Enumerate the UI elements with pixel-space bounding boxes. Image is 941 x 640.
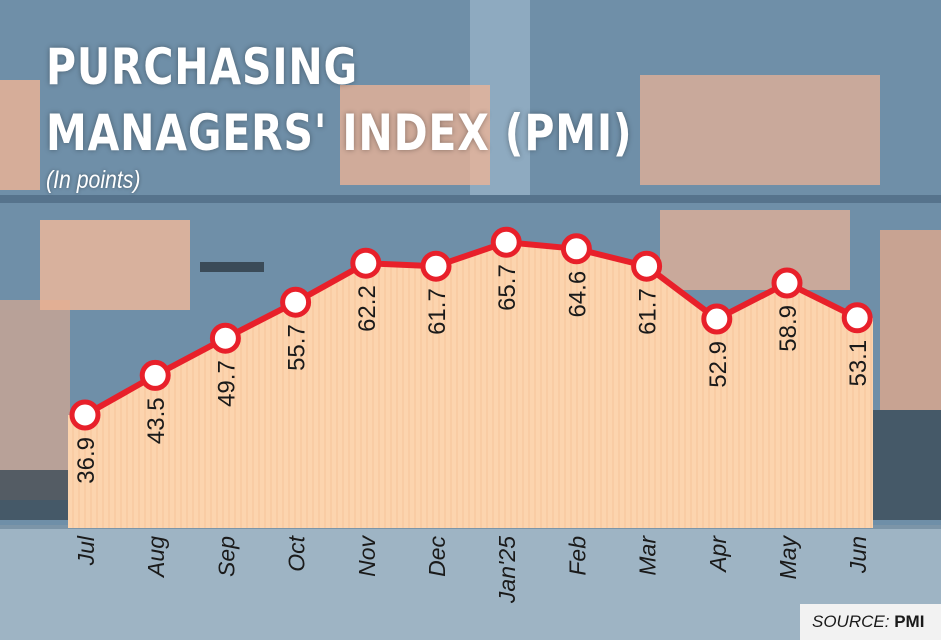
x-tick-label: Mar <box>635 535 661 576</box>
data-point-aug <box>139 359 171 391</box>
x-tick-label: Jun <box>845 536 871 574</box>
value-label: 61.7 <box>424 288 451 335</box>
x-tick-label: May <box>775 535 801 580</box>
data-point-markers <box>69 226 873 431</box>
value-label: 62.2 <box>354 285 381 332</box>
value-label: 36.9 <box>73 437 100 484</box>
data-point-dec <box>420 250 452 282</box>
data-point-jun <box>841 302 873 334</box>
x-tick-label: Feb <box>564 536 590 576</box>
source-prefix: SOURCE: <box>812 612 895 631</box>
x-tick-label: Jul <box>73 535 99 566</box>
x-axis-tick-labels: Jul Aug Sep Oct Nov Dec Jan'25 Feb Mar Apr May Jun <box>73 534 871 604</box>
value-label: 58.9 <box>775 305 802 352</box>
data-point-feb <box>560 233 592 265</box>
value-label: 49.7 <box>213 360 240 407</box>
data-point-oct <box>280 286 312 318</box>
value-label: 53.1 <box>845 340 872 387</box>
value-labels: 36.9 43.5 49.7 55.7 62.2 61.7 65.7 64.6 61.7 52.9… <box>73 264 872 484</box>
value-label: 52.9 <box>705 341 732 388</box>
source-credit: SOURCE: PMI <box>800 604 941 640</box>
data-point-mar <box>631 250 663 282</box>
value-label: 61.7 <box>635 288 662 335</box>
x-tick-label: Apr <box>705 535 731 574</box>
value-label: 43.5 <box>143 397 170 444</box>
data-point-apr <box>701 303 733 335</box>
data-point-may <box>771 267 803 299</box>
value-label: 65.7 <box>494 264 521 311</box>
source-name: PMI <box>894 612 925 631</box>
data-point-nov <box>350 247 382 279</box>
chart-subtitle: (In points) <box>46 166 141 194</box>
x-tick-label: Jan'25 <box>494 536 520 604</box>
data-point-jan-25 <box>490 226 522 258</box>
x-tick-label: Sep <box>213 536 239 577</box>
chart-title-line-1: PURCHASING <box>46 38 358 96</box>
value-label: 64.6 <box>564 271 591 318</box>
x-tick-label: Aug <box>143 536 169 579</box>
data-point-jul <box>69 399 101 431</box>
x-tick-label: Nov <box>354 535 380 577</box>
data-point-sep <box>209 322 241 354</box>
value-label: 55.7 <box>284 324 311 371</box>
x-tick-label: Oct <box>284 534 310 571</box>
x-tick-label: Dec <box>424 536 450 577</box>
pmi-area-fill <box>68 242 873 528</box>
chart-title-line-2: MANAGERS' INDEX (PMI) <box>46 104 633 162</box>
